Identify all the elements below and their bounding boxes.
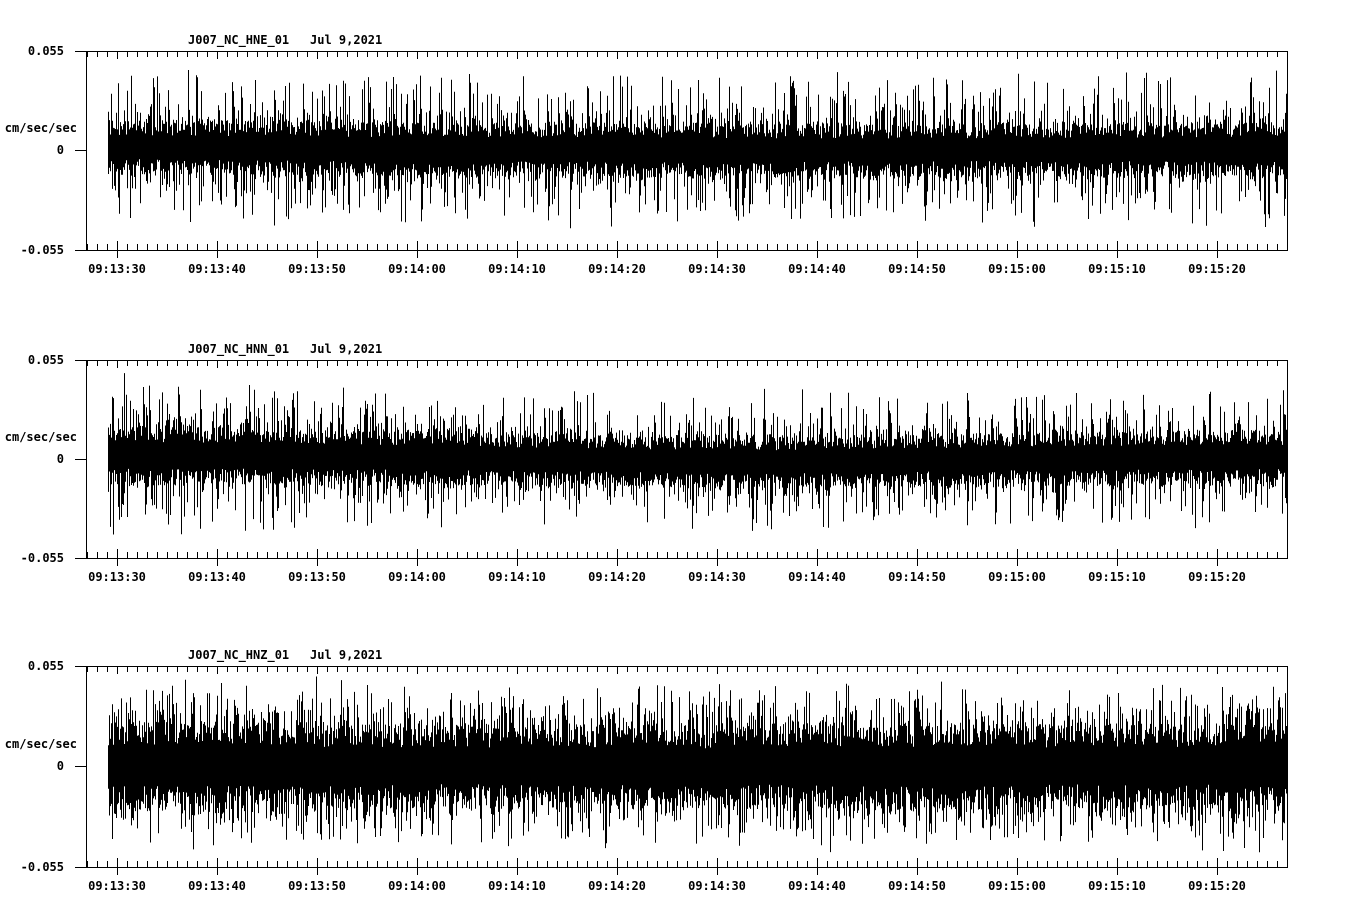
waveform-trace [108, 373, 1287, 535]
trace-title: J007_NC_HNZ_01 [188, 648, 290, 662]
x-axis-tick-label: 09:14:50 [888, 879, 946, 893]
x-axis-tick-label: 09:14:40 [788, 262, 846, 276]
x-axis-tick-label: 09:15:00 [988, 262, 1046, 276]
x-axis-tick-label: 09:14:00 [388, 879, 446, 893]
x-axis-minor-ticks [87, 51, 1278, 250]
seismogram-panel-hnn [75, 360, 1288, 566]
waveform-trace [108, 70, 1287, 229]
trace-date: Jul 9,2021 [310, 33, 383, 47]
x-axis-tick-label: 09:14:20 [588, 879, 646, 893]
waveform-trace [108, 676, 1287, 853]
trace-date: Jul 9,2021 [310, 342, 383, 356]
y-axis-unit-label: cm/sec/sec [4, 430, 77, 444]
y-axis-zero-label: 0 [56, 143, 64, 157]
y-axis-max-label: 0.055 [27, 44, 64, 58]
y-axis-unit-label: cm/sec/sec [4, 737, 77, 751]
x-axis-tick-label: 09:15:10 [1088, 879, 1146, 893]
x-axis-tick-label: 09:13:30 [88, 262, 146, 276]
x-axis-tick-label: 09:13:30 [88, 879, 146, 893]
y-axis-min-label: -0.055 [20, 860, 64, 874]
x-axis-tick-label: 09:14:30 [688, 879, 746, 893]
y-axis-min-label: -0.055 [20, 551, 64, 565]
x-axis-tick-label: 09:13:50 [288, 570, 346, 584]
x-axis-major-ticks [117, 51, 1218, 258]
y-axis-unit-label: cm/sec/sec [4, 121, 77, 135]
x-axis-tick-label: 09:14:10 [488, 879, 546, 893]
y-axis-min-label: -0.055 [20, 243, 64, 257]
x-axis-tick-label: 09:14:00 [388, 262, 446, 276]
y-axis-ticks [75, 666, 86, 868]
x-axis-tick-label: 09:13:50 [288, 879, 346, 893]
x-axis-tick-label: 09:14:10 [488, 570, 546, 584]
seismogram-panel-hne [75, 51, 1288, 258]
x-axis-tick-label: 09:14:20 [588, 570, 646, 584]
y-axis-max-label: 0.055 [27, 659, 64, 673]
x-axis-tick-label: 09:14:00 [388, 570, 446, 584]
x-axis-tick-label: 09:15:10 [1088, 570, 1146, 584]
x-axis-tick-label: 09:14:40 [788, 879, 846, 893]
x-axis-tick-label: 09:15:20 [1188, 262, 1246, 276]
x-axis-minor-ticks [87, 360, 1278, 558]
x-axis-tick-label: 09:14:40 [788, 570, 846, 584]
x-axis-tick-label: 09:13:40 [188, 262, 246, 276]
x-axis-major-ticks [117, 666, 1218, 875]
y-axis-max-label: 0.055 [27, 353, 64, 367]
x-axis-tick-label: 09:13:30 [88, 570, 146, 584]
x-axis-tick-label: 09:15:10 [1088, 262, 1146, 276]
x-axis-major-ticks [117, 360, 1218, 566]
y-axis-ticks [75, 360, 86, 559]
x-axis-tick-label: 09:14:50 [888, 570, 946, 584]
trace-date: Jul 9,2021 [310, 648, 383, 662]
trace-title: J007_NC_HNE_01 [188, 33, 290, 47]
x-axis-tick-label: 09:14:20 [588, 262, 646, 276]
x-axis-tick-label: 09:13:50 [288, 262, 346, 276]
x-axis-tick-label: 09:13:40 [188, 570, 246, 584]
trace-title: J007_NC_HNN_01 [188, 342, 290, 356]
x-axis-tick-label: 09:14:10 [488, 262, 546, 276]
x-axis-tick-label: 09:15:20 [1188, 879, 1246, 893]
x-axis-minor-ticks [87, 666, 1278, 867]
y-axis-zero-label: 0 [56, 759, 64, 773]
x-axis-tick-label: 09:15:20 [1188, 570, 1246, 584]
x-axis-tick-label: 09:15:00 [988, 570, 1046, 584]
x-axis-tick-label: 09:14:50 [888, 262, 946, 276]
x-axis-tick-label: 09:13:40 [188, 879, 246, 893]
x-axis-tick-label: 09:14:30 [688, 570, 746, 584]
y-axis-ticks [75, 51, 86, 251]
x-axis-tick-label: 09:14:30 [688, 262, 746, 276]
y-axis-zero-label: 0 [56, 452, 64, 466]
seismogram-panel-hnz [75, 666, 1288, 875]
x-axis-tick-label: 09:15:00 [988, 879, 1046, 893]
